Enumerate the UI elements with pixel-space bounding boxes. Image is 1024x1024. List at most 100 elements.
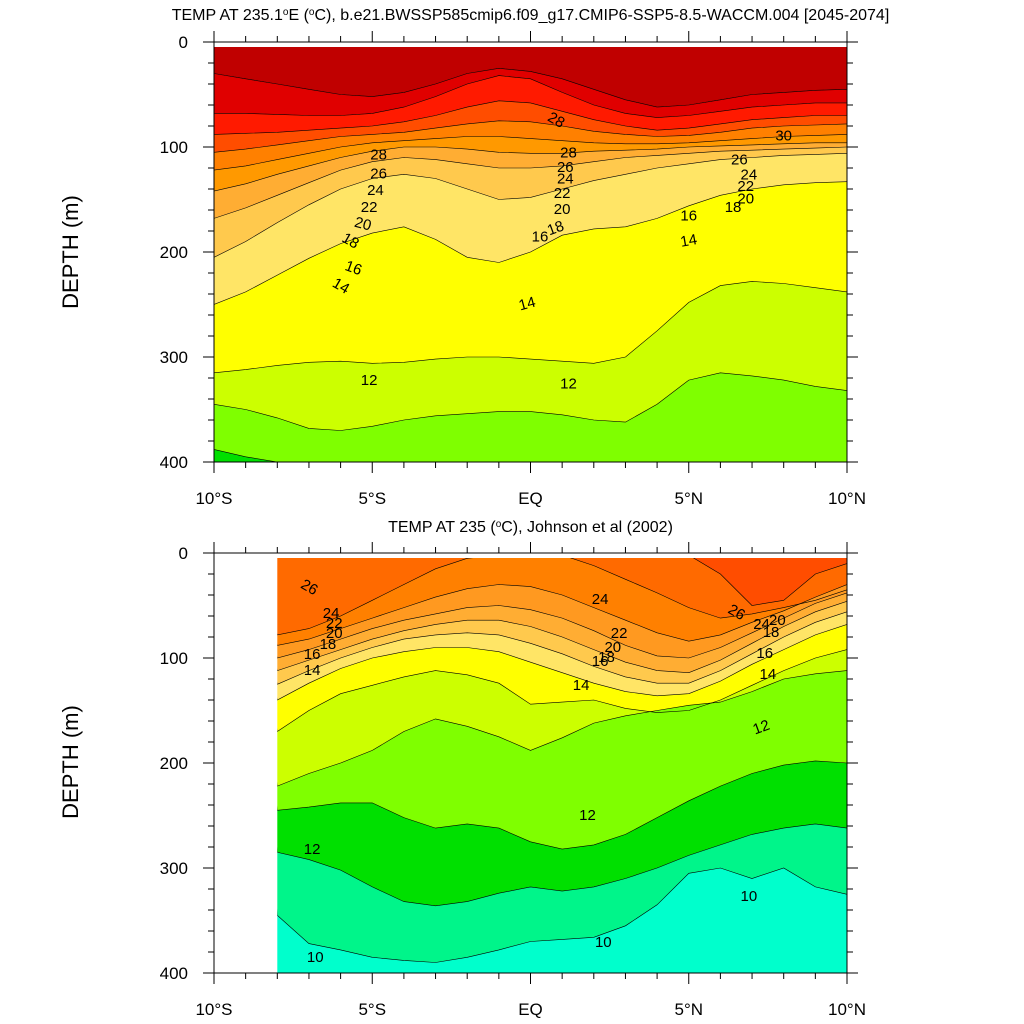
- contour-label: 20: [326, 625, 343, 642]
- contour-label: 16: [680, 207, 697, 224]
- contour-label: 22: [737, 178, 754, 195]
- contour-label: 24: [753, 616, 770, 633]
- contour-line: [214, 181, 847, 305]
- contour-label: 26: [557, 159, 574, 176]
- contour-line: [214, 75, 847, 118]
- contour-label: 24: [323, 605, 340, 622]
- contour-label: 28: [560, 144, 577, 161]
- contour-band: [277, 558, 847, 646]
- contour-label: 18: [725, 199, 742, 216]
- contour-band: [214, 47, 847, 108]
- contour-line: [214, 372, 847, 431]
- contour-line: [214, 142, 847, 192]
- contour-label: 14: [329, 275, 352, 298]
- contour-line: [277, 760, 847, 850]
- x-tick-label: 5°N: [674, 1000, 703, 1019]
- contour-label: 16: [343, 257, 364, 279]
- contour-label: 18: [598, 649, 615, 666]
- contour-band: [277, 592, 847, 673]
- contour-label: 12: [751, 717, 772, 739]
- contour-line: [214, 100, 847, 135]
- x-tick-label: 5°S: [358, 489, 386, 508]
- contour-label: 22: [554, 185, 571, 202]
- contour-band: [214, 281, 847, 431]
- contour-label: 26: [298, 576, 321, 599]
- chart-title: TEMP AT 235.1oE (oC), b.e21.BWSSP585cmip…: [172, 7, 890, 25]
- contour-label: 24: [741, 166, 758, 183]
- contour-label: 10: [741, 888, 758, 905]
- contour-label: 12: [560, 375, 577, 392]
- contour-line: [214, 281, 847, 374]
- contour-line: [277, 558, 847, 636]
- x-tick-label: 5°N: [674, 489, 703, 508]
- contour-label: 12: [361, 372, 378, 389]
- contour-fills: [214, 47, 847, 462]
- contour-line: [214, 120, 847, 153]
- x-tick-label: 10°S: [195, 489, 232, 508]
- contour-line: [277, 611, 847, 685]
- contour-label: 10: [595, 934, 612, 951]
- y-tick-label: 0: [179, 544, 188, 563]
- contour-line: [214, 146, 847, 219]
- contour-line: [214, 153, 847, 258]
- contour-label: 22: [611, 625, 628, 642]
- contour-band: [214, 120, 847, 171]
- contour-line: [277, 670, 847, 787]
- contour-label: 18: [763, 624, 780, 641]
- contour-band: [214, 100, 847, 153]
- contour-line: [214, 67, 847, 108]
- contour-line: [277, 601, 847, 674]
- contour-label: 12: [579, 807, 596, 824]
- contour-label: 16: [304, 646, 321, 663]
- contour-label: 20: [554, 201, 571, 218]
- contour-band: [277, 649, 847, 787]
- x-tick-label: 5°S: [358, 1000, 386, 1019]
- y-tick-label: 200: [160, 754, 188, 773]
- contour-label: 14: [679, 231, 698, 251]
- contour-label: 10: [307, 949, 324, 966]
- contour-band: [214, 372, 847, 462]
- x-tick-label: 10°N: [828, 489, 866, 508]
- contour-label: 26: [731, 152, 748, 169]
- contour-label: 20: [737, 190, 754, 207]
- x-tick-label: 10°S: [195, 1000, 232, 1019]
- contour-band: [277, 601, 847, 685]
- y-tick-label: 0: [179, 33, 188, 52]
- y-tick-label: 400: [160, 964, 188, 983]
- x-tick-label: 10°N: [828, 1000, 866, 1019]
- contour-band: [277, 558, 847, 635]
- y-axis-label: DEPTH (m): [58, 195, 83, 309]
- contour-label: 26: [370, 165, 387, 182]
- contour-line: [277, 649, 847, 732]
- contour-band: [277, 823, 847, 963]
- contour-label: 16: [592, 653, 609, 670]
- contour-line: [277, 823, 847, 907]
- contour-label: 18: [339, 230, 362, 253]
- contour-line: [277, 867, 847, 963]
- contour-label: 22: [326, 615, 343, 632]
- contour-line: [277, 624, 847, 701]
- contour-label: 14: [304, 662, 321, 679]
- y-tick-label: 300: [160, 859, 188, 878]
- contour-label: 30: [775, 127, 792, 144]
- contour-line: [277, 592, 847, 659]
- contour-label: 14: [517, 294, 538, 315]
- contour-band: [277, 584, 847, 658]
- y-tick-label: 100: [160, 138, 188, 157]
- contour-label: 20: [604, 639, 621, 656]
- y-tick-label: 100: [160, 649, 188, 668]
- contour-band: [214, 134, 847, 192]
- contour-fills: [277, 558, 847, 973]
- contour-label: 24: [557, 171, 574, 188]
- contour-label: 18: [320, 636, 337, 653]
- contour-band: [277, 868, 847, 973]
- contour-label: 24: [592, 591, 609, 608]
- contour-label: 16: [756, 645, 773, 662]
- contour-label: 20: [353, 214, 374, 235]
- contour-label: 20: [769, 612, 786, 629]
- contour-label: 12: [304, 841, 321, 858]
- contour-line: [693, 558, 847, 606]
